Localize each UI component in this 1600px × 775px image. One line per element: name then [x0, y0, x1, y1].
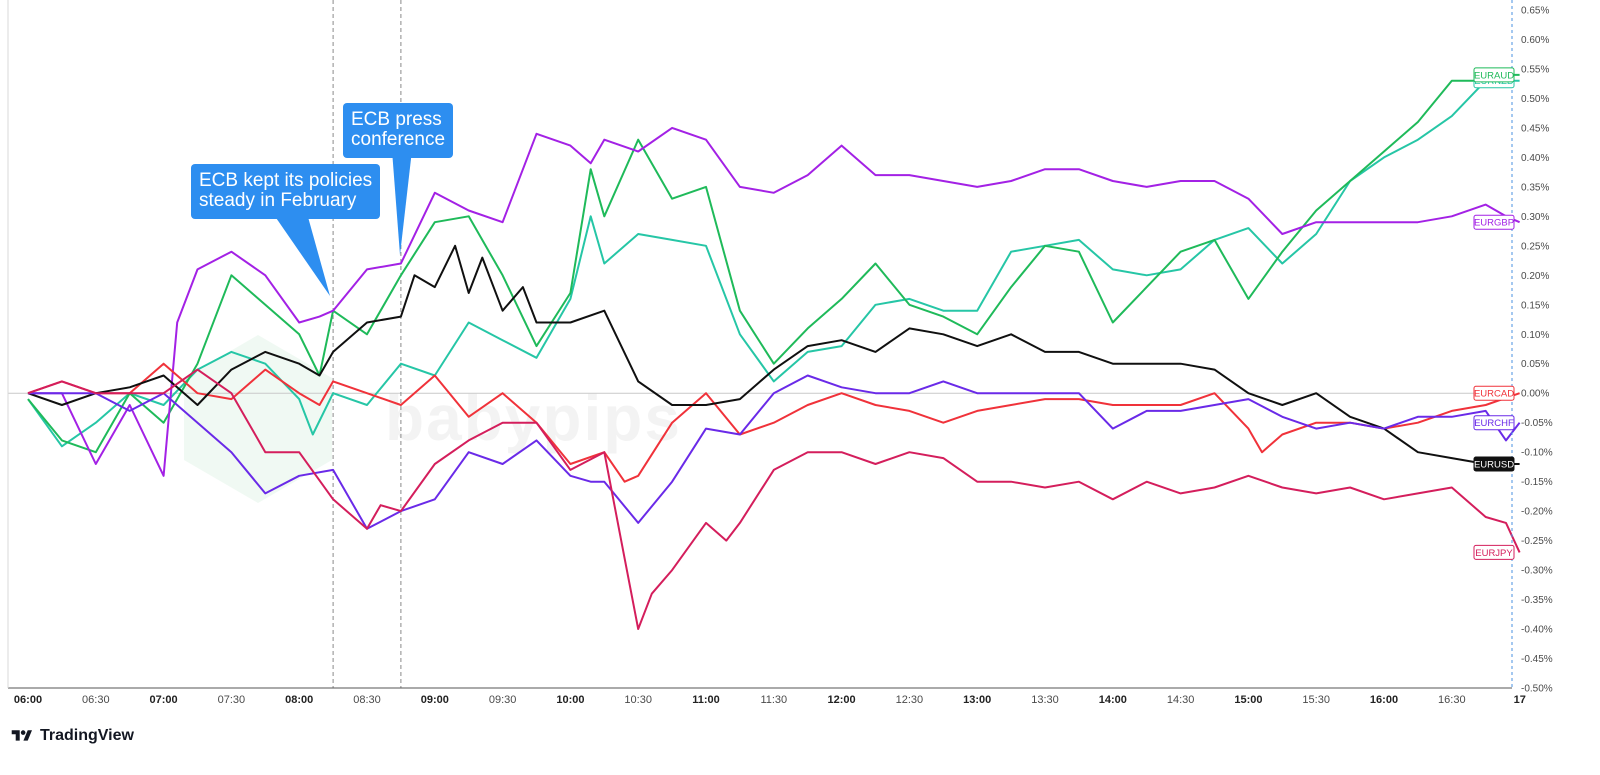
series-line-euraud — [27, 73, 1520, 454]
event-callout: ECB press conference — [343, 103, 454, 158]
series-tag-box — [1473, 385, 1515, 401]
series-tag-eurcad[interactable]: EURCAD — [1473, 385, 1515, 401]
x-tick-label: 09:30 — [489, 694, 517, 706]
y-tick-label: 0.05% — [1521, 359, 1549, 370]
x-tick-label: 11:30 — [760, 694, 787, 706]
y-tick-label: 0.55% — [1521, 64, 1549, 75]
series-tag-box — [1473, 544, 1515, 560]
series-tag-eurjpy[interactable]: EURJPY — [1473, 544, 1515, 560]
series-tag-eurusd[interactable]: EURUSD — [1473, 456, 1515, 472]
y-tick-label: -0.15% — [1521, 477, 1553, 488]
y-tick-label: 0.60% — [1521, 35, 1549, 46]
series-line-eurjpy — [27, 368, 1521, 630]
series-tag-eurchf[interactable]: EURCHF — [1473, 415, 1515, 431]
series-tag-label: EURAUD — [1474, 70, 1514, 81]
babypips-logo-shape — [184, 335, 332, 503]
series-line-eurusd — [27, 244, 1520, 465]
x-tick-label: 06:00 — [14, 694, 42, 706]
series-line-eurchf — [28, 374, 1521, 530]
y-tick-label: 0.10% — [1521, 330, 1549, 341]
y-tick-label: -0.20% — [1521, 507, 1553, 518]
y-tick-label: -0.05% — [1521, 418, 1553, 429]
series-tag-box — [1473, 415, 1515, 431]
y-tick-label: 0.30% — [1521, 212, 1549, 223]
y-tick-label: 0.40% — [1521, 153, 1549, 164]
y-tick-label: -0.45% — [1521, 654, 1553, 665]
series-tag-label: EURUSD — [1474, 459, 1514, 470]
x-tick-label: 13:30 — [1031, 694, 1059, 706]
x-tick-label: 16:30 — [1438, 694, 1466, 706]
y-tick-label: 0.45% — [1521, 123, 1549, 134]
x-tick-label: 17 — [1514, 694, 1526, 706]
y-tick-label: -0.35% — [1521, 595, 1553, 606]
x-tick-label: 14:00 — [1099, 694, 1127, 706]
x-tick-label: 07:00 — [150, 694, 178, 706]
x-tick-label: 06:30 — [82, 694, 110, 706]
x-tick-label: 15:00 — [1234, 694, 1262, 706]
x-tick-label: 08:00 — [285, 694, 313, 706]
x-tick-label: 09:00 — [421, 694, 449, 706]
series-tag-box — [1473, 67, 1515, 83]
y-tick-label: -0.25% — [1521, 536, 1553, 547]
event-callout: ECB kept its policies steady in February — [191, 164, 381, 219]
x-tick-label: 13:00 — [963, 694, 991, 706]
y-tick-label: 0.25% — [1521, 241, 1549, 252]
y-tick-label: 0.00% — [1521, 389, 1549, 400]
series-tag-label: EURGBP — [1474, 218, 1514, 229]
event-callout-pointer — [276, 218, 330, 296]
series-tag-box — [1473, 456, 1515, 472]
y-tick-label: -0.10% — [1521, 448, 1553, 459]
tradingview-logo-icon — [11, 730, 32, 741]
y-tick-label: 0.15% — [1521, 300, 1549, 311]
x-tick-label: 14:30 — [1167, 694, 1195, 706]
series-line-eurgbp — [28, 126, 1520, 477]
series-tag-label: EURCHF — [1474, 418, 1514, 429]
x-tick-label: 12:00 — [828, 694, 856, 706]
y-tick-label: 0.50% — [1521, 94, 1549, 105]
event-callout-pointer — [392, 157, 412, 255]
series-tag-box — [1473, 214, 1515, 230]
x-tick-label: 12:30 — [896, 694, 924, 706]
tradingview-branding[interactable]: TradingView — [10, 727, 134, 745]
y-tick-label: -0.40% — [1521, 625, 1553, 636]
y-tick-label: 0.20% — [1521, 271, 1549, 282]
x-tick-label: 08:30 — [353, 694, 381, 706]
babypips-watermark: babypips — [184, 335, 680, 503]
x-tick-label: 16:00 — [1370, 694, 1398, 706]
series-tag-eurgbp[interactable]: EURGBP — [1473, 214, 1515, 230]
series-tag-label: EURCAD — [1474, 389, 1514, 400]
y-tick-label: -0.30% — [1521, 566, 1553, 577]
y-tick-label: 0.65% — [1521, 6, 1549, 17]
series-line-eurnzd — [27, 79, 1520, 448]
series-line-eurcad — [27, 362, 1520, 483]
x-tick-label: 15:30 — [1302, 694, 1330, 706]
series-tag-euraud[interactable]: EURAUD — [1473, 67, 1515, 83]
y-tick-label: -0.50% — [1521, 684, 1553, 695]
series-tag-label: EURJPY — [1475, 548, 1513, 559]
y-tick-label: 0.35% — [1521, 182, 1549, 193]
x-tick-label: 10:30 — [624, 694, 652, 706]
x-tick-label: 11:00 — [692, 694, 720, 706]
tradingview-name: TradingView — [40, 727, 134, 744]
x-tick-label: 07:30 — [218, 694, 246, 706]
x-tick-label: 10:00 — [556, 694, 584, 706]
